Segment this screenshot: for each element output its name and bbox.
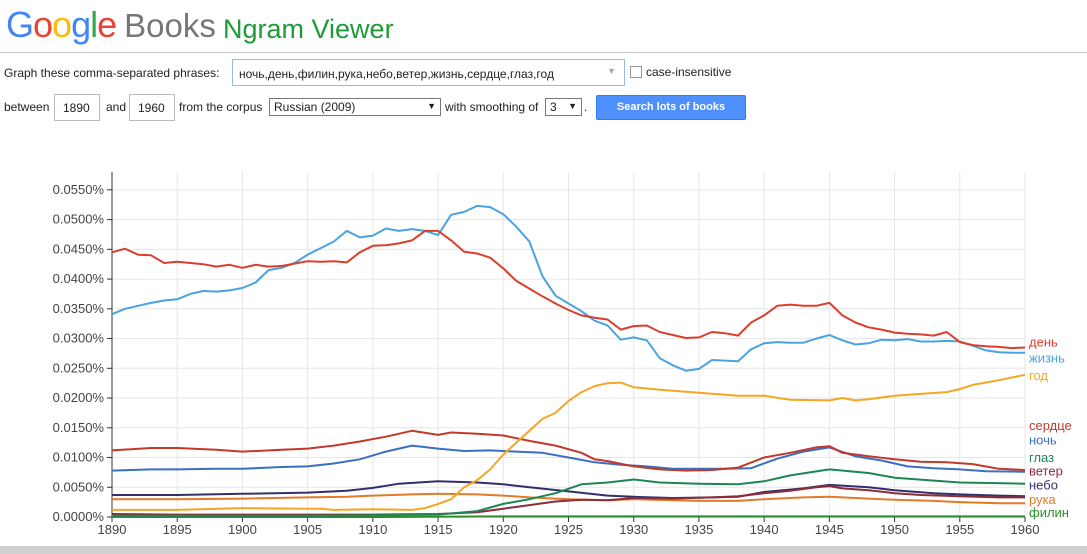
between-label: between xyxy=(4,100,50,114)
x-tick-label: 1950 xyxy=(880,522,909,537)
series-line-день[interactable] xyxy=(111,229,1026,350)
series-line-небо[interactable] xyxy=(112,480,1026,499)
phrases-input[interactable]: ночь,день,филин,рука,небо,ветер,жизнь,се… xyxy=(232,59,625,86)
y-tick-label: 0.0200% xyxy=(53,390,105,405)
legend-label[interactable]: ветер xyxy=(1029,464,1063,479)
chevron-down-icon: ▼ xyxy=(427,101,436,111)
y-tick-label: 0.0550% xyxy=(53,182,105,197)
y-tick-label: 0.0400% xyxy=(53,271,105,286)
legend-label[interactable]: ночь xyxy=(1029,433,1057,448)
series-line-глаз[interactable] xyxy=(112,468,1026,517)
y-tick-label: 0.0350% xyxy=(53,301,105,316)
series-line-год[interactable] xyxy=(112,373,1026,511)
y-tick-label: 0.0450% xyxy=(53,241,105,256)
y-tick-label: 0.0000% xyxy=(53,509,105,524)
y-tick-label: 0.0250% xyxy=(53,360,105,375)
chart-grid xyxy=(111,172,1026,518)
series-line-жизнь[interactable] xyxy=(111,204,1025,372)
y-tick-label: 0.0500% xyxy=(53,212,105,227)
y-axis-labels: 0.0000% 0.0050% 0.0100% 0.0150% 0.0200% 0.025… xyxy=(53,182,105,524)
y-tick-label: 0.0150% xyxy=(53,420,105,435)
logo-letter: l xyxy=(90,4,98,45)
x-tick-label: 1915 xyxy=(424,522,453,537)
google-books-logo[interactable]: Google Books Ngram Viewer xyxy=(6,4,394,48)
logo-letter: e xyxy=(97,4,117,45)
x-tick-label: 1935 xyxy=(684,522,713,537)
legend-label[interactable]: рука xyxy=(1029,492,1057,507)
y-tick-label: 0.0100% xyxy=(53,450,105,465)
y-tick-label: 0.0300% xyxy=(53,331,105,346)
search-books-button[interactable]: Search lots of books xyxy=(596,95,746,120)
phrases-label: Graph these comma-separated phrases: xyxy=(4,66,220,80)
dropdown-arrow-icon[interactable]: ▼ xyxy=(607,66,616,76)
google-wordmark: Google xyxy=(6,4,117,45)
x-tick-label: 1925 xyxy=(554,522,583,537)
phrases-input-value: ночь,день,филин,рука,небо,ветер,жизнь,се… xyxy=(239,67,554,81)
case-insensitive-checkbox[interactable] xyxy=(630,66,642,78)
logo-letter: G xyxy=(6,4,34,45)
y-tick-label: 0.0050% xyxy=(53,479,105,494)
series-line-сердце[interactable] xyxy=(111,429,1026,472)
x-tick-label: 1890 xyxy=(98,522,127,537)
and-label: and xyxy=(106,100,127,114)
legend-label[interactable]: год xyxy=(1029,368,1048,383)
series-lines xyxy=(111,204,1026,518)
x-tick-label: 1930 xyxy=(619,522,648,537)
end-year-value: 1960 xyxy=(138,101,165,115)
smoothing-select[interactable]: 3 ▼ xyxy=(545,98,582,116)
legend-label[interactable]: глаз xyxy=(1029,450,1054,465)
header-divider xyxy=(0,52,1087,53)
logo-letter: o xyxy=(33,4,53,45)
logo-letter: g xyxy=(71,4,91,45)
chevron-down-icon: ▼ xyxy=(568,101,577,111)
legend-label[interactable]: сердце xyxy=(1029,418,1072,433)
end-year-input[interactable]: 1960 xyxy=(129,94,175,121)
x-tick-label: 1940 xyxy=(750,522,779,537)
start-year-value: 1890 xyxy=(63,101,90,115)
logo-letter: o xyxy=(52,4,72,45)
legend-label[interactable]: день xyxy=(1029,335,1058,350)
ngram-viewer-title: Ngram Viewer xyxy=(223,14,394,44)
x-tick-label: 1910 xyxy=(358,522,387,537)
x-tick-label: 1960 xyxy=(1011,522,1040,537)
smoothing-value: 3 xyxy=(550,100,557,114)
x-axis-labels: 1890 1895 1900 1905 1910 1915 1920 1925 1930 1935… xyxy=(98,522,1040,537)
x-tick-label: 1900 xyxy=(228,522,257,537)
x-tick-label: 1920 xyxy=(489,522,518,537)
legend-label[interactable]: филин xyxy=(1029,505,1069,520)
books-wordmark: Books xyxy=(124,7,216,44)
x-tick-label: 1945 xyxy=(815,522,844,537)
smoothing-period: . xyxy=(584,100,588,114)
corpus-select[interactable]: Russian (2009) ▼ xyxy=(269,98,441,116)
bottom-scrollbar[interactable] xyxy=(0,546,1087,554)
legend-label[interactable]: жизнь xyxy=(1029,351,1065,366)
x-tick-label: 1955 xyxy=(945,522,974,537)
x-tick-label: 1905 xyxy=(293,522,322,537)
case-insensitive-label: case-insensitive xyxy=(646,65,732,79)
series-line-филин[interactable] xyxy=(112,515,1025,518)
corpus-value: Russian (2009) xyxy=(274,100,356,114)
series-line-ночь[interactable] xyxy=(111,444,1026,473)
x-tick-label: 1895 xyxy=(163,522,192,537)
corpus-label: from the corpus xyxy=(179,100,263,114)
smoothing-label: with smoothing of xyxy=(445,100,539,114)
start-year-input[interactable]: 1890 xyxy=(54,94,100,121)
legend-label[interactable]: небо xyxy=(1029,477,1058,492)
